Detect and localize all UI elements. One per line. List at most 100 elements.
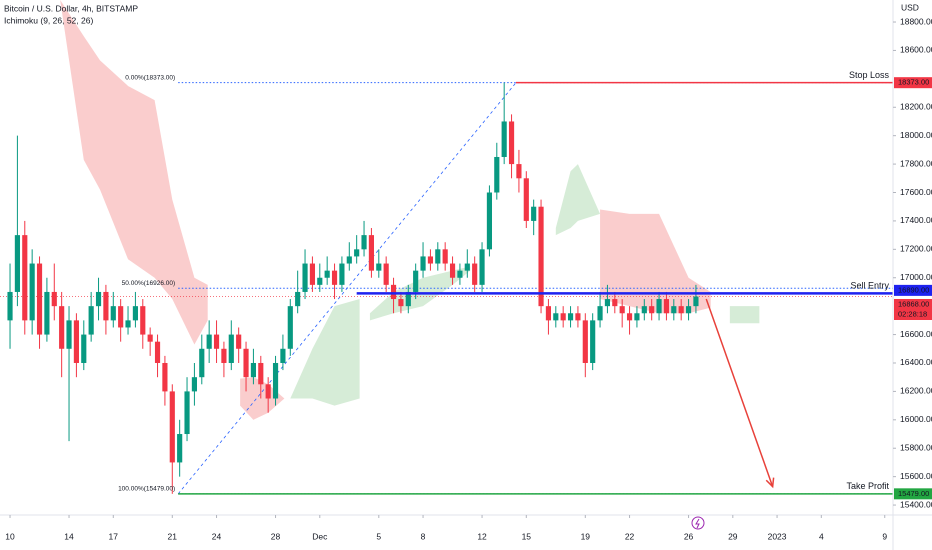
candle-body: [213, 334, 220, 349]
candle-body: [641, 306, 647, 314]
y-tick-label: 16600.00: [900, 329, 932, 339]
candle-body: [73, 320, 79, 363]
event-icon[interactable]: [691, 516, 705, 530]
candle-body: [449, 263, 456, 278]
x-tick-label: 2023: [768, 531, 787, 541]
candle-body: [88, 306, 94, 335]
price-badge: [894, 488, 932, 500]
candle-body: [435, 249, 441, 264]
x-tick-label: 15: [522, 531, 532, 541]
candle-body: [508, 121, 515, 165]
candle-body: [295, 291, 301, 307]
candle-body: [81, 334, 87, 363]
price-badge: [894, 284, 932, 296]
candle-body: [479, 249, 485, 285]
candle-body: [346, 256, 352, 264]
candle-body: [132, 306, 138, 321]
price-badge-label: 15479.00: [898, 489, 929, 498]
x-tick-label: 19: [581, 531, 591, 541]
candle-body: [14, 235, 20, 292]
y-tick-label: 15800.00: [900, 442, 932, 452]
x-tick-label: Dec: [312, 531, 328, 541]
trade-level-name: Stop Loss: [849, 70, 890, 80]
x-tick-label: 14: [64, 531, 74, 541]
candle-body: [331, 270, 338, 285]
candle-body: [494, 156, 500, 193]
candle-body: [464, 263, 470, 271]
candle-body: [236, 334, 242, 349]
candle-body: [663, 299, 670, 314]
candle-body: [626, 313, 633, 321]
candle-body: [604, 299, 611, 307]
candle-body: [486, 192, 493, 250]
y-tick-label: 17400.00: [900, 215, 932, 225]
last-price-label: 16868.00: [898, 299, 929, 308]
candle-body: [191, 377, 197, 392]
x-tick-label: 29: [728, 531, 738, 541]
x-tick-label: 9: [882, 531, 887, 541]
plot-area: [0, 0, 893, 495]
candle-body: [656, 299, 662, 314]
candle-body: [376, 263, 382, 271]
candle-body: [685, 306, 692, 314]
candle-body: [250, 362, 256, 378]
price-badge: [894, 77, 932, 89]
candle-body: [154, 341, 161, 363]
candle-body: [265, 384, 271, 399]
chart-title: Bitcoin / U.S. Dollar, 4h, BITSTAMP: [4, 3, 138, 13]
candle-body: [177, 434, 183, 463]
candle-body: [228, 334, 234, 363]
candle-body: [398, 299, 404, 307]
candle-body: [309, 263, 315, 285]
candle-body: [44, 291, 50, 335]
ichimoku-cloud: [729, 306, 760, 324]
x-tick-label: 10: [5, 531, 15, 541]
y-tick-label: 16400.00: [900, 357, 932, 367]
candle-body: [59, 306, 65, 349]
candle-body: [575, 313, 581, 321]
candle-body: [413, 270, 419, 292]
y-tick-label: 16000.00: [900, 414, 932, 424]
candle-body: [243, 348, 249, 378]
y-tick-label: 15400.00: [900, 499, 932, 509]
candle-body: [420, 256, 426, 271]
x-tick-label: 26: [684, 531, 694, 541]
x-tick-label: 28: [271, 531, 281, 541]
candle-body: [324, 270, 330, 278]
x-tick-label: 24: [212, 531, 222, 541]
fib-level-label: 100.00%(15479.00): [118, 486, 175, 493]
candle-body: [649, 306, 655, 314]
candle-body: [51, 291, 57, 307]
candle-body: [118, 306, 124, 328]
y-tick-label: 17800.00: [900, 158, 932, 168]
candle-body: [693, 296, 699, 307]
candle-body: [442, 249, 448, 264]
candle-body: [678, 306, 684, 314]
ichimoku-cloud: [555, 164, 601, 236]
candle-body: [368, 235, 375, 271]
candle-body: [258, 362, 264, 385]
candle-body: [125, 320, 131, 328]
candle-body: [199, 348, 205, 378]
ichimoku-cloud: [290, 299, 360, 406]
candle-body: [582, 320, 588, 363]
x-tick-label: 12: [477, 531, 487, 541]
y-tick-label: 18200.00: [900, 102, 932, 112]
y-tick-label: 17600.00: [900, 187, 932, 197]
countdown-label: 02:28:18: [898, 309, 927, 318]
candle-body: [95, 291, 102, 307]
ichimoku-cloud: [600, 209, 711, 314]
trade-level-name: Sell Entry: [850, 281, 889, 291]
x-tick-label: 22: [625, 531, 635, 541]
y-tick-label: 15600.00: [900, 471, 932, 481]
y-tick-label: 16200.00: [900, 386, 932, 396]
candle-body: [162, 362, 168, 392]
candle-body: [7, 291, 13, 321]
candle-body: [597, 306, 603, 321]
candle-body: [354, 249, 360, 257]
target-arrow: [705, 298, 774, 487]
candle-body: [184, 391, 190, 435]
candle-body: [110, 306, 116, 321]
candle-body: [22, 235, 28, 321]
